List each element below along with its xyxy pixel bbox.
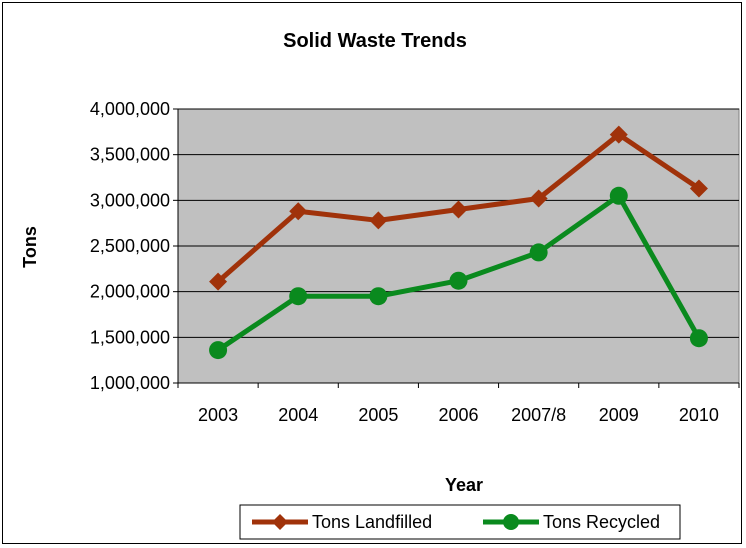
- y-tick-label: 2,500,000: [90, 236, 170, 256]
- legend: Tons Landfilled Tons Recycled: [239, 504, 681, 540]
- data-point: [449, 271, 468, 290]
- data-point: [209, 341, 228, 360]
- legend-box: [239, 504, 681, 540]
- series-2: [209, 186, 708, 360]
- y-tick-label: 1,500,000: [90, 327, 170, 347]
- y-axis-title: Tons: [20, 226, 40, 268]
- data-point: [609, 125, 628, 144]
- data-point: [449, 200, 468, 219]
- data-point: [369, 287, 388, 306]
- x-tick-label: 2005: [358, 405, 398, 425]
- x-tick-label: 2009: [599, 405, 639, 425]
- x-tick-label: 2006: [438, 405, 478, 425]
- x-tick-label: 2010: [679, 405, 719, 425]
- data-point: [289, 287, 308, 306]
- data-point: [529, 243, 548, 262]
- data-point: [369, 211, 388, 230]
- y-tick-label: 4,000,000: [90, 99, 170, 119]
- y-tick-labels: 1,000,000 1,500,000 2,000,000 2,500,000 3,00…: [90, 99, 170, 393]
- y-tick-label: 1,000,000: [90, 373, 170, 393]
- x-tick-label: 2004: [278, 405, 318, 425]
- legend-label: Tons Landfilled: [312, 512, 432, 532]
- y-tick-label: 3,000,000: [90, 190, 170, 210]
- legend-marker: [503, 514, 519, 530]
- data-point: [689, 179, 708, 198]
- axes: [173, 108, 740, 388]
- x-axis-title: Year: [445, 475, 483, 495]
- data-point: [209, 272, 228, 291]
- y-tick-label: 2,000,000: [90, 282, 170, 302]
- chart-title: Solid Waste Trends: [283, 30, 467, 52]
- x-tick-label: 2007/8: [511, 405, 566, 425]
- data-point: [609, 186, 628, 205]
- y-tick-label: 3,500,000: [90, 145, 170, 165]
- x-tick-label: 2003: [198, 405, 238, 425]
- series-group: [209, 125, 708, 360]
- legend-label: Tons Recycled: [543, 512, 660, 532]
- legend-marker: [272, 514, 288, 530]
- x-tick-labels: 2003 2004 2005 2006 2007/8 2009 2010: [198, 405, 719, 425]
- data-point: [289, 202, 308, 221]
- data-point: [689, 329, 708, 348]
- data-point: [529, 189, 548, 208]
- series-1: [209, 125, 708, 291]
